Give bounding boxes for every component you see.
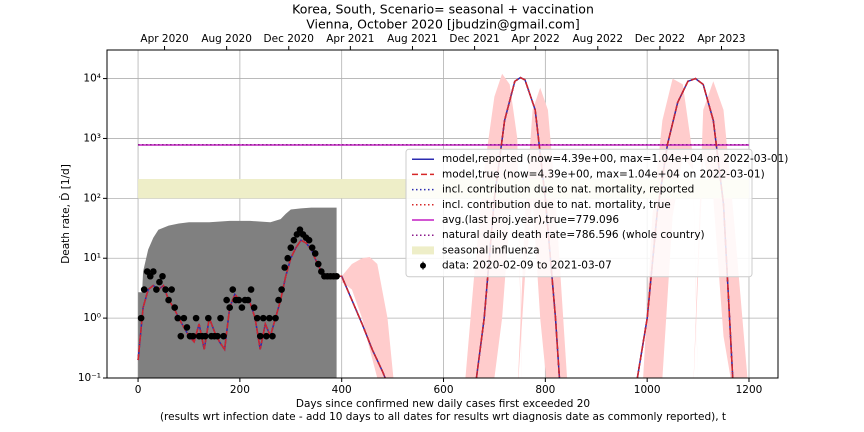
x2-tick-label: Aug 2020 <box>201 33 252 45</box>
data-point <box>250 304 258 311</box>
y-tick-label: 10³ <box>83 132 101 144</box>
series-line <box>137 76 734 378</box>
data-point <box>220 332 227 340</box>
legend-label: incl. contribution due to nat. mortality… <box>442 199 671 211</box>
y-tick-label: 10⁻¹ <box>78 372 101 384</box>
data-point <box>159 272 166 280</box>
data-point <box>269 332 276 340</box>
legend: model,reported (now=4.39e+00, max=1.04e+… <box>405 148 788 278</box>
data-point <box>143 268 151 275</box>
axes: 0 200 400 600 800 1000 1200 10⁻¹ 10⁰ 10¹ 10² 10³ 10⁴… <box>78 33 779 396</box>
x2-tick-label: Dec 2020 <box>264 33 314 45</box>
data-point <box>259 314 267 322</box>
data-point <box>205 314 212 322</box>
data-point <box>244 296 252 304</box>
data-point <box>281 264 288 271</box>
x-tick-label: 0 <box>135 384 142 396</box>
data-point <box>284 254 292 262</box>
data-point <box>308 244 316 251</box>
x-tick-label: 400 <box>332 384 352 396</box>
legend-label: avg.(last proj.year),true=779.096 <box>442 214 619 226</box>
data-point <box>153 286 160 293</box>
data-point <box>290 236 298 244</box>
x2-tick-label: Dec 2021 <box>449 33 499 45</box>
y-tick-label: 10⁴ <box>83 73 101 85</box>
legend-label: model,true (now=4.39e+00, max=1.04e+04 o… <box>442 168 765 180</box>
data-point <box>272 314 279 322</box>
x2-tick-label: Apr 2023 <box>697 33 745 45</box>
data-point <box>238 304 246 311</box>
legend-label: natural daily death rate=786.596 (whole … <box>442 229 705 241</box>
data-point <box>156 278 163 286</box>
data-point <box>296 226 304 233</box>
data-point <box>140 286 148 293</box>
x-tick-label: 200 <box>230 384 250 396</box>
x-tick-label: 600 <box>433 384 453 396</box>
legend-swatch <box>412 246 434 255</box>
data-point <box>311 250 319 257</box>
legend-swatch <box>420 262 426 269</box>
legend-box <box>405 148 753 278</box>
data-point <box>223 296 230 304</box>
data-point <box>183 324 191 331</box>
data-point <box>278 286 285 293</box>
data-point <box>318 268 325 275</box>
x2-tick-label: Dec 2022 <box>635 33 685 45</box>
x-axis-label-2: (results wrt infection date - add 10 day… <box>160 411 726 423</box>
data-point <box>266 314 273 322</box>
data-point <box>192 314 200 322</box>
data-point <box>217 314 224 322</box>
data-point <box>171 304 179 311</box>
legend-label: data: 2020-02-09 to 2021-03-07 <box>442 260 612 272</box>
data-point <box>168 286 175 293</box>
y-axis-label: Death rate, Ḋ [1/d] <box>59 164 72 264</box>
data-point <box>275 296 282 304</box>
data-point <box>226 304 233 311</box>
data-point <box>305 236 313 244</box>
y-tick-label: 10¹ <box>83 252 101 264</box>
x-tick-label: 1200 <box>736 384 763 396</box>
data-point <box>314 260 322 268</box>
legend-label: seasonal influenza <box>442 244 540 256</box>
x2-tick-label: Aug 2022 <box>572 33 623 45</box>
x2-tick-label: Apr 2022 <box>512 33 560 45</box>
data-point <box>247 286 255 293</box>
chart-subtitle: Vienna, October 2020 [jbudzin@gmail.com] <box>306 17 580 32</box>
legend-label: incl. contribution due to nat. mortality… <box>442 184 694 196</box>
x-axis-label: Days since confirmed new daily cases fir… <box>296 398 590 410</box>
data-point <box>214 332 221 340</box>
data-point <box>174 314 182 322</box>
x-tick-label: 800 <box>535 384 555 396</box>
data-point <box>146 272 154 280</box>
data-point <box>253 314 261 322</box>
x-tick-label: 1000 <box>634 384 661 396</box>
legend-label: model,reported (now=4.39e+00, max=1.04e+… <box>442 153 788 165</box>
data-point <box>162 286 169 293</box>
data-point <box>201 332 209 340</box>
data-point <box>287 244 295 251</box>
error-band <box>138 207 337 378</box>
data-point <box>235 296 243 304</box>
data-point <box>177 332 185 340</box>
data-point <box>180 314 188 322</box>
x2-tick-label: Aug 2021 <box>387 33 438 45</box>
data-point <box>137 314 145 322</box>
data-point <box>165 296 172 304</box>
data-point <box>263 332 270 340</box>
uncertainty-band <box>341 257 394 378</box>
x2-tick-label: Apr 2021 <box>326 33 374 45</box>
chart-title: Korea, South, Scenario= seasonal + vacci… <box>292 2 594 17</box>
y-tick-label: 10⁰ <box>83 312 101 324</box>
data-point <box>150 268 157 275</box>
axes-frame <box>106 49 779 379</box>
data-point <box>189 332 197 340</box>
data-point <box>229 286 237 293</box>
data-point <box>293 231 301 238</box>
data-point <box>256 332 264 340</box>
x2-tick-label: Apr 2020 <box>140 33 188 45</box>
y-tick-label: 10² <box>83 192 101 204</box>
data-point <box>333 272 340 280</box>
